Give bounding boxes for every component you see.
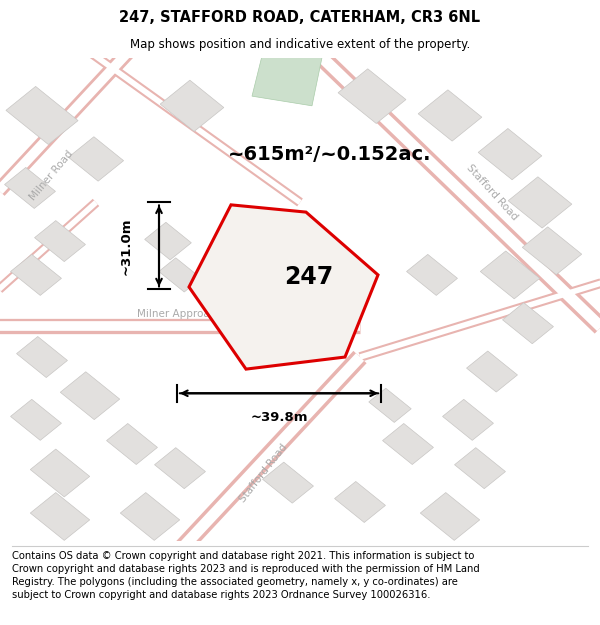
Polygon shape xyxy=(481,251,539,299)
Polygon shape xyxy=(145,222,191,260)
Polygon shape xyxy=(335,481,385,522)
Polygon shape xyxy=(407,254,457,296)
Polygon shape xyxy=(17,336,67,377)
Text: Stafford Road: Stafford Road xyxy=(464,163,520,222)
Polygon shape xyxy=(263,462,313,503)
Polygon shape xyxy=(189,205,378,369)
Text: Map shows position and indicative extent of the property.: Map shows position and indicative extent… xyxy=(130,38,470,51)
Polygon shape xyxy=(421,492,479,541)
Text: 247: 247 xyxy=(284,266,334,289)
Polygon shape xyxy=(383,424,433,464)
Polygon shape xyxy=(6,86,78,144)
Polygon shape xyxy=(11,399,61,441)
Polygon shape xyxy=(523,227,581,274)
Polygon shape xyxy=(61,372,119,419)
Text: ~39.8m: ~39.8m xyxy=(250,411,308,424)
Polygon shape xyxy=(121,492,179,541)
Polygon shape xyxy=(443,399,493,441)
Text: ~31.0m: ~31.0m xyxy=(119,217,133,274)
Polygon shape xyxy=(155,448,205,489)
Text: Milner Road: Milner Road xyxy=(28,149,74,202)
Polygon shape xyxy=(31,449,89,497)
Polygon shape xyxy=(467,351,517,392)
Polygon shape xyxy=(369,388,411,422)
Polygon shape xyxy=(478,129,542,180)
Polygon shape xyxy=(159,258,201,292)
Polygon shape xyxy=(31,492,89,541)
Text: ~615m²/~0.152ac.: ~615m²/~0.152ac. xyxy=(228,144,431,164)
Polygon shape xyxy=(508,177,572,228)
Polygon shape xyxy=(107,424,157,464)
Polygon shape xyxy=(160,80,224,131)
Polygon shape xyxy=(252,48,324,106)
Polygon shape xyxy=(5,168,55,209)
Polygon shape xyxy=(11,254,61,296)
Polygon shape xyxy=(35,221,85,262)
Polygon shape xyxy=(68,137,124,181)
Polygon shape xyxy=(418,90,482,141)
Polygon shape xyxy=(455,448,505,489)
Polygon shape xyxy=(503,302,553,344)
Text: Stafford Road: Stafford Road xyxy=(238,442,290,504)
Polygon shape xyxy=(338,69,406,124)
Text: Milner Approach: Milner Approach xyxy=(137,309,223,319)
Text: Contains OS data © Crown copyright and database right 2021. This information is : Contains OS data © Crown copyright and d… xyxy=(12,551,480,601)
Text: 247, STAFFORD ROAD, CATERHAM, CR3 6NL: 247, STAFFORD ROAD, CATERHAM, CR3 6NL xyxy=(119,10,481,25)
